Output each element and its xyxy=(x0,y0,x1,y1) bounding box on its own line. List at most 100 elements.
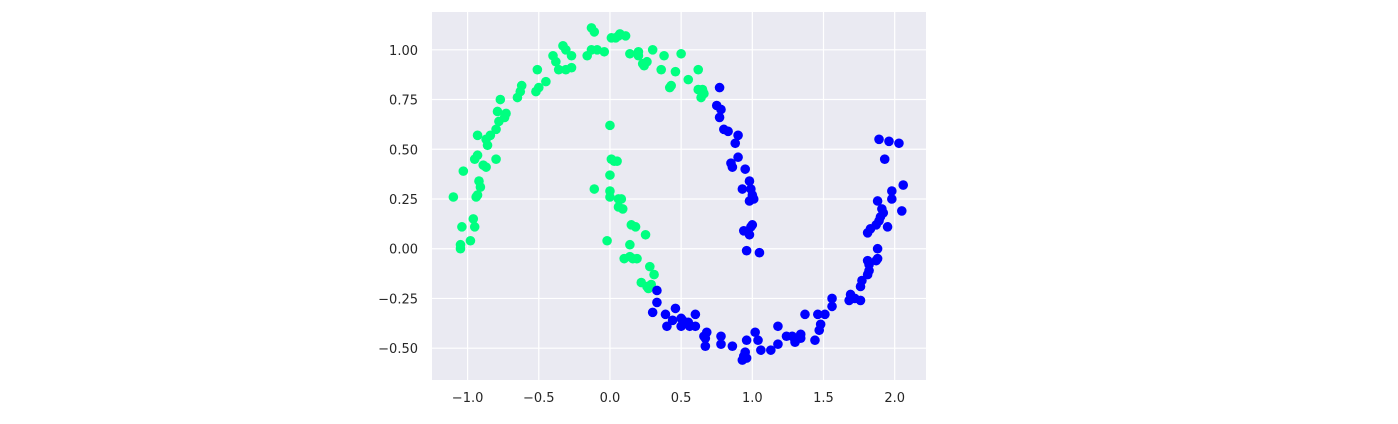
scatter-point-series-1 xyxy=(532,64,543,75)
x-tick-label: 0.0 xyxy=(600,391,621,406)
scatter-point-series-2 xyxy=(716,104,726,115)
scatter-point-series-2 xyxy=(660,309,671,320)
scatter-point-series-2 xyxy=(723,126,733,137)
scatter-point-series-1 xyxy=(472,190,483,200)
scatter-point-series-1 xyxy=(617,204,628,214)
scatter-points xyxy=(448,23,909,365)
scatter-point-series-1 xyxy=(448,192,459,202)
y-tick-label: 0.50 xyxy=(389,143,418,158)
x-tick-label: −1.0 xyxy=(452,391,484,406)
scatter-point-series-1 xyxy=(625,48,635,59)
scatter-point-series-1 xyxy=(481,162,491,172)
x-tick-label: 0.5 xyxy=(671,391,692,406)
scatter-point-series-2 xyxy=(744,176,755,186)
scatter-point-series-1 xyxy=(646,279,657,290)
scatter-point-series-1 xyxy=(551,56,561,67)
scatter-point-series-1 xyxy=(683,74,694,85)
scatter-point-series-1 xyxy=(475,182,486,192)
x-tick-labels: −1.0 −0.5 0.0 0.5 1.0 1.5 2.0 xyxy=(452,391,905,406)
scatter-point-series-1 xyxy=(642,56,652,67)
scatter-point-series-2 xyxy=(727,162,738,172)
scatter-point-series-2 xyxy=(879,154,890,164)
scatter-point-series-2 xyxy=(652,285,662,296)
scatter-point-series-1 xyxy=(666,80,676,91)
scatter-point-series-2 xyxy=(877,204,887,214)
scatter-point-series-2 xyxy=(872,253,883,264)
scatter-point-series-2 xyxy=(737,184,748,194)
scatter-point-series-2 xyxy=(753,335,763,346)
scatter-point-series-1 xyxy=(472,150,483,161)
scatter-point-series-2 xyxy=(733,130,743,141)
scatter-point-series-2 xyxy=(813,309,823,320)
scatter-point-series-2 xyxy=(754,247,765,258)
scatter-point-series-2 xyxy=(730,138,741,149)
scatter-point-series-1 xyxy=(589,184,600,194)
scatter-point-series-2 xyxy=(690,321,701,332)
scatter-point-series-1 xyxy=(693,64,704,75)
scatter-point-series-2 xyxy=(898,180,909,190)
scatter-point-series-1 xyxy=(630,222,641,232)
scatter-point-series-1 xyxy=(465,235,476,246)
scatter-point-series-2 xyxy=(810,335,820,346)
x-tick-label: 2.0 xyxy=(884,391,905,406)
scatter-point-series-2 xyxy=(827,293,837,304)
y-tick-labels: −0.50 −0.25 0.00 0.25 0.50 0.75 1.00 xyxy=(378,44,418,357)
scatter-point-series-1 xyxy=(472,130,483,141)
scatter-point-series-1 xyxy=(541,76,551,87)
scatter-point-series-1 xyxy=(469,222,480,232)
scatter-point-series-1 xyxy=(458,166,469,176)
scatter-point-series-1 xyxy=(501,108,511,119)
scatter-point-series-2 xyxy=(773,339,783,349)
scatter-point-series-1 xyxy=(491,154,501,164)
scatter-point-series-2 xyxy=(744,229,755,240)
scatter-point-series-1 xyxy=(566,50,577,61)
scatter-point-series-1 xyxy=(699,88,709,99)
scatter-point-series-1 xyxy=(599,46,610,57)
scatter-point-series-1 xyxy=(632,253,642,264)
scatter-point-series-2 xyxy=(884,136,894,147)
scatter-point-series-1 xyxy=(613,31,624,41)
scatter-point-series-1 xyxy=(605,120,615,131)
scatter-point-series-2 xyxy=(773,321,783,332)
y-tick-label: 0.00 xyxy=(389,243,418,258)
scatter-point-series-2 xyxy=(670,303,681,314)
scatter-point-series-2 xyxy=(741,245,752,256)
scatter-point-series-1 xyxy=(656,64,667,75)
scatter-point-series-1 xyxy=(649,269,659,280)
scatter-point-series-2 xyxy=(667,315,678,326)
scatter-point-series-2 xyxy=(716,339,726,349)
scatter-point-series-2 xyxy=(744,196,755,206)
scatter-point-series-2 xyxy=(690,309,701,320)
scatter-point-series-1 xyxy=(605,192,615,202)
scatter-point-series-1 xyxy=(620,31,631,41)
scatter-point-series-1 xyxy=(616,194,627,204)
scatter-point-series-2 xyxy=(872,243,883,254)
scatter-point-series-1 xyxy=(492,106,503,117)
scatter-point-series-1 xyxy=(625,239,635,250)
scatter-point-series-2 xyxy=(733,152,743,163)
scatter-point-series-1 xyxy=(495,94,506,105)
scatter-point-series-2 xyxy=(662,321,672,332)
scatter-point-series-1 xyxy=(645,261,655,272)
scatter-point-series-2 xyxy=(647,307,658,318)
scatter-point-series-1 xyxy=(533,82,544,93)
scatter-point-series-2 xyxy=(894,138,904,149)
scatter-point-series-2 xyxy=(827,301,837,312)
scatter-point-series-2 xyxy=(756,345,766,355)
x-tick-label: 1.0 xyxy=(742,391,763,406)
scatter-point-series-2 xyxy=(750,327,760,338)
scatter-point-series-1 xyxy=(605,170,615,180)
scatter-point-series-2 xyxy=(857,275,867,286)
scatter-point-series-2 xyxy=(896,206,907,216)
y-tick-label: 0.75 xyxy=(389,94,418,109)
scatter-point-series-1 xyxy=(640,229,651,240)
scatter-point-series-1 xyxy=(566,62,577,73)
scatter-point-series-2 xyxy=(874,134,884,145)
scatter-point-series-2 xyxy=(815,319,826,330)
scatter-point-series-2 xyxy=(652,297,662,308)
scatter-point-series-2 xyxy=(800,309,810,320)
x-tick-label: 1.5 xyxy=(813,391,834,406)
scatter-point-series-2 xyxy=(855,295,866,306)
scatter-point-series-2 xyxy=(676,321,686,332)
